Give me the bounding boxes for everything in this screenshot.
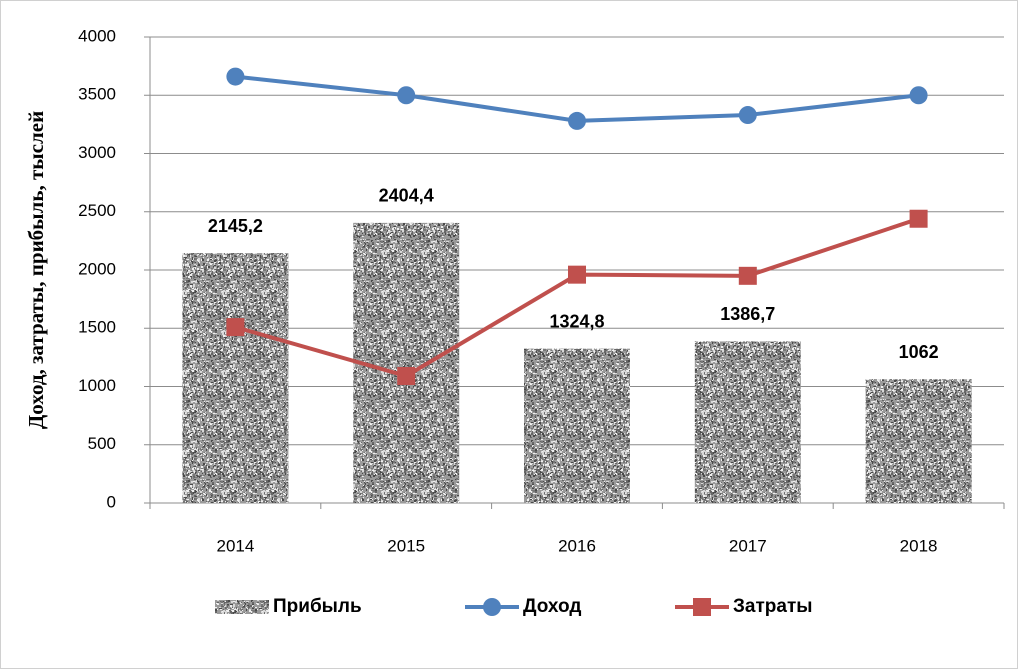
y-tick-label: 2500 [78,201,116,220]
x-tick-label: 2015 [387,536,425,555]
x-tick-label: 2014 [216,536,254,555]
y-tick-label: 2000 [78,259,116,278]
x-tick-label: 2017 [729,536,767,555]
y-tick-label: 1500 [78,318,116,337]
x-tick-label: 2016 [558,536,596,555]
bar [695,341,801,503]
marker [568,112,586,130]
marker [910,210,928,228]
value-label: 2145,2 [208,216,263,236]
y-tick-label: 3500 [78,85,116,104]
legend-marker [483,598,501,616]
marker [568,266,586,284]
marker [739,267,757,285]
marker [910,86,928,104]
chart: Доход, затраты, прибыль, тыслей 0 500 1000… [0,0,1019,670]
legend-swatch [215,600,269,614]
value-label: 1062 [899,342,939,362]
value-label: 1324,8 [549,311,604,331]
y-axis-label: Доход, затраты, прибыль, тыслей [24,111,48,429]
bar [182,253,288,503]
legend-label: Прибыль [273,596,362,617]
marker [397,86,415,104]
legend-marker [693,598,711,616]
bar [866,379,972,503]
marker [739,106,757,124]
value-label: 2404,4 [379,186,434,206]
y-tick-label: 1000 [78,376,116,395]
x-tick-label: 2018 [900,536,938,555]
y-tick-label: 3000 [78,143,116,162]
marker [226,68,244,86]
bar [353,223,459,503]
legend-label: Затраты [733,596,812,617]
legend-label: Доход [523,596,581,617]
value-label: 1386,7 [720,304,775,324]
y-tick-label: 0 [107,492,116,511]
y-tick-label: 500 [88,434,116,453]
marker [226,318,244,336]
bar [524,349,630,503]
marker [397,367,415,385]
y-tick-label: 4000 [78,26,116,45]
